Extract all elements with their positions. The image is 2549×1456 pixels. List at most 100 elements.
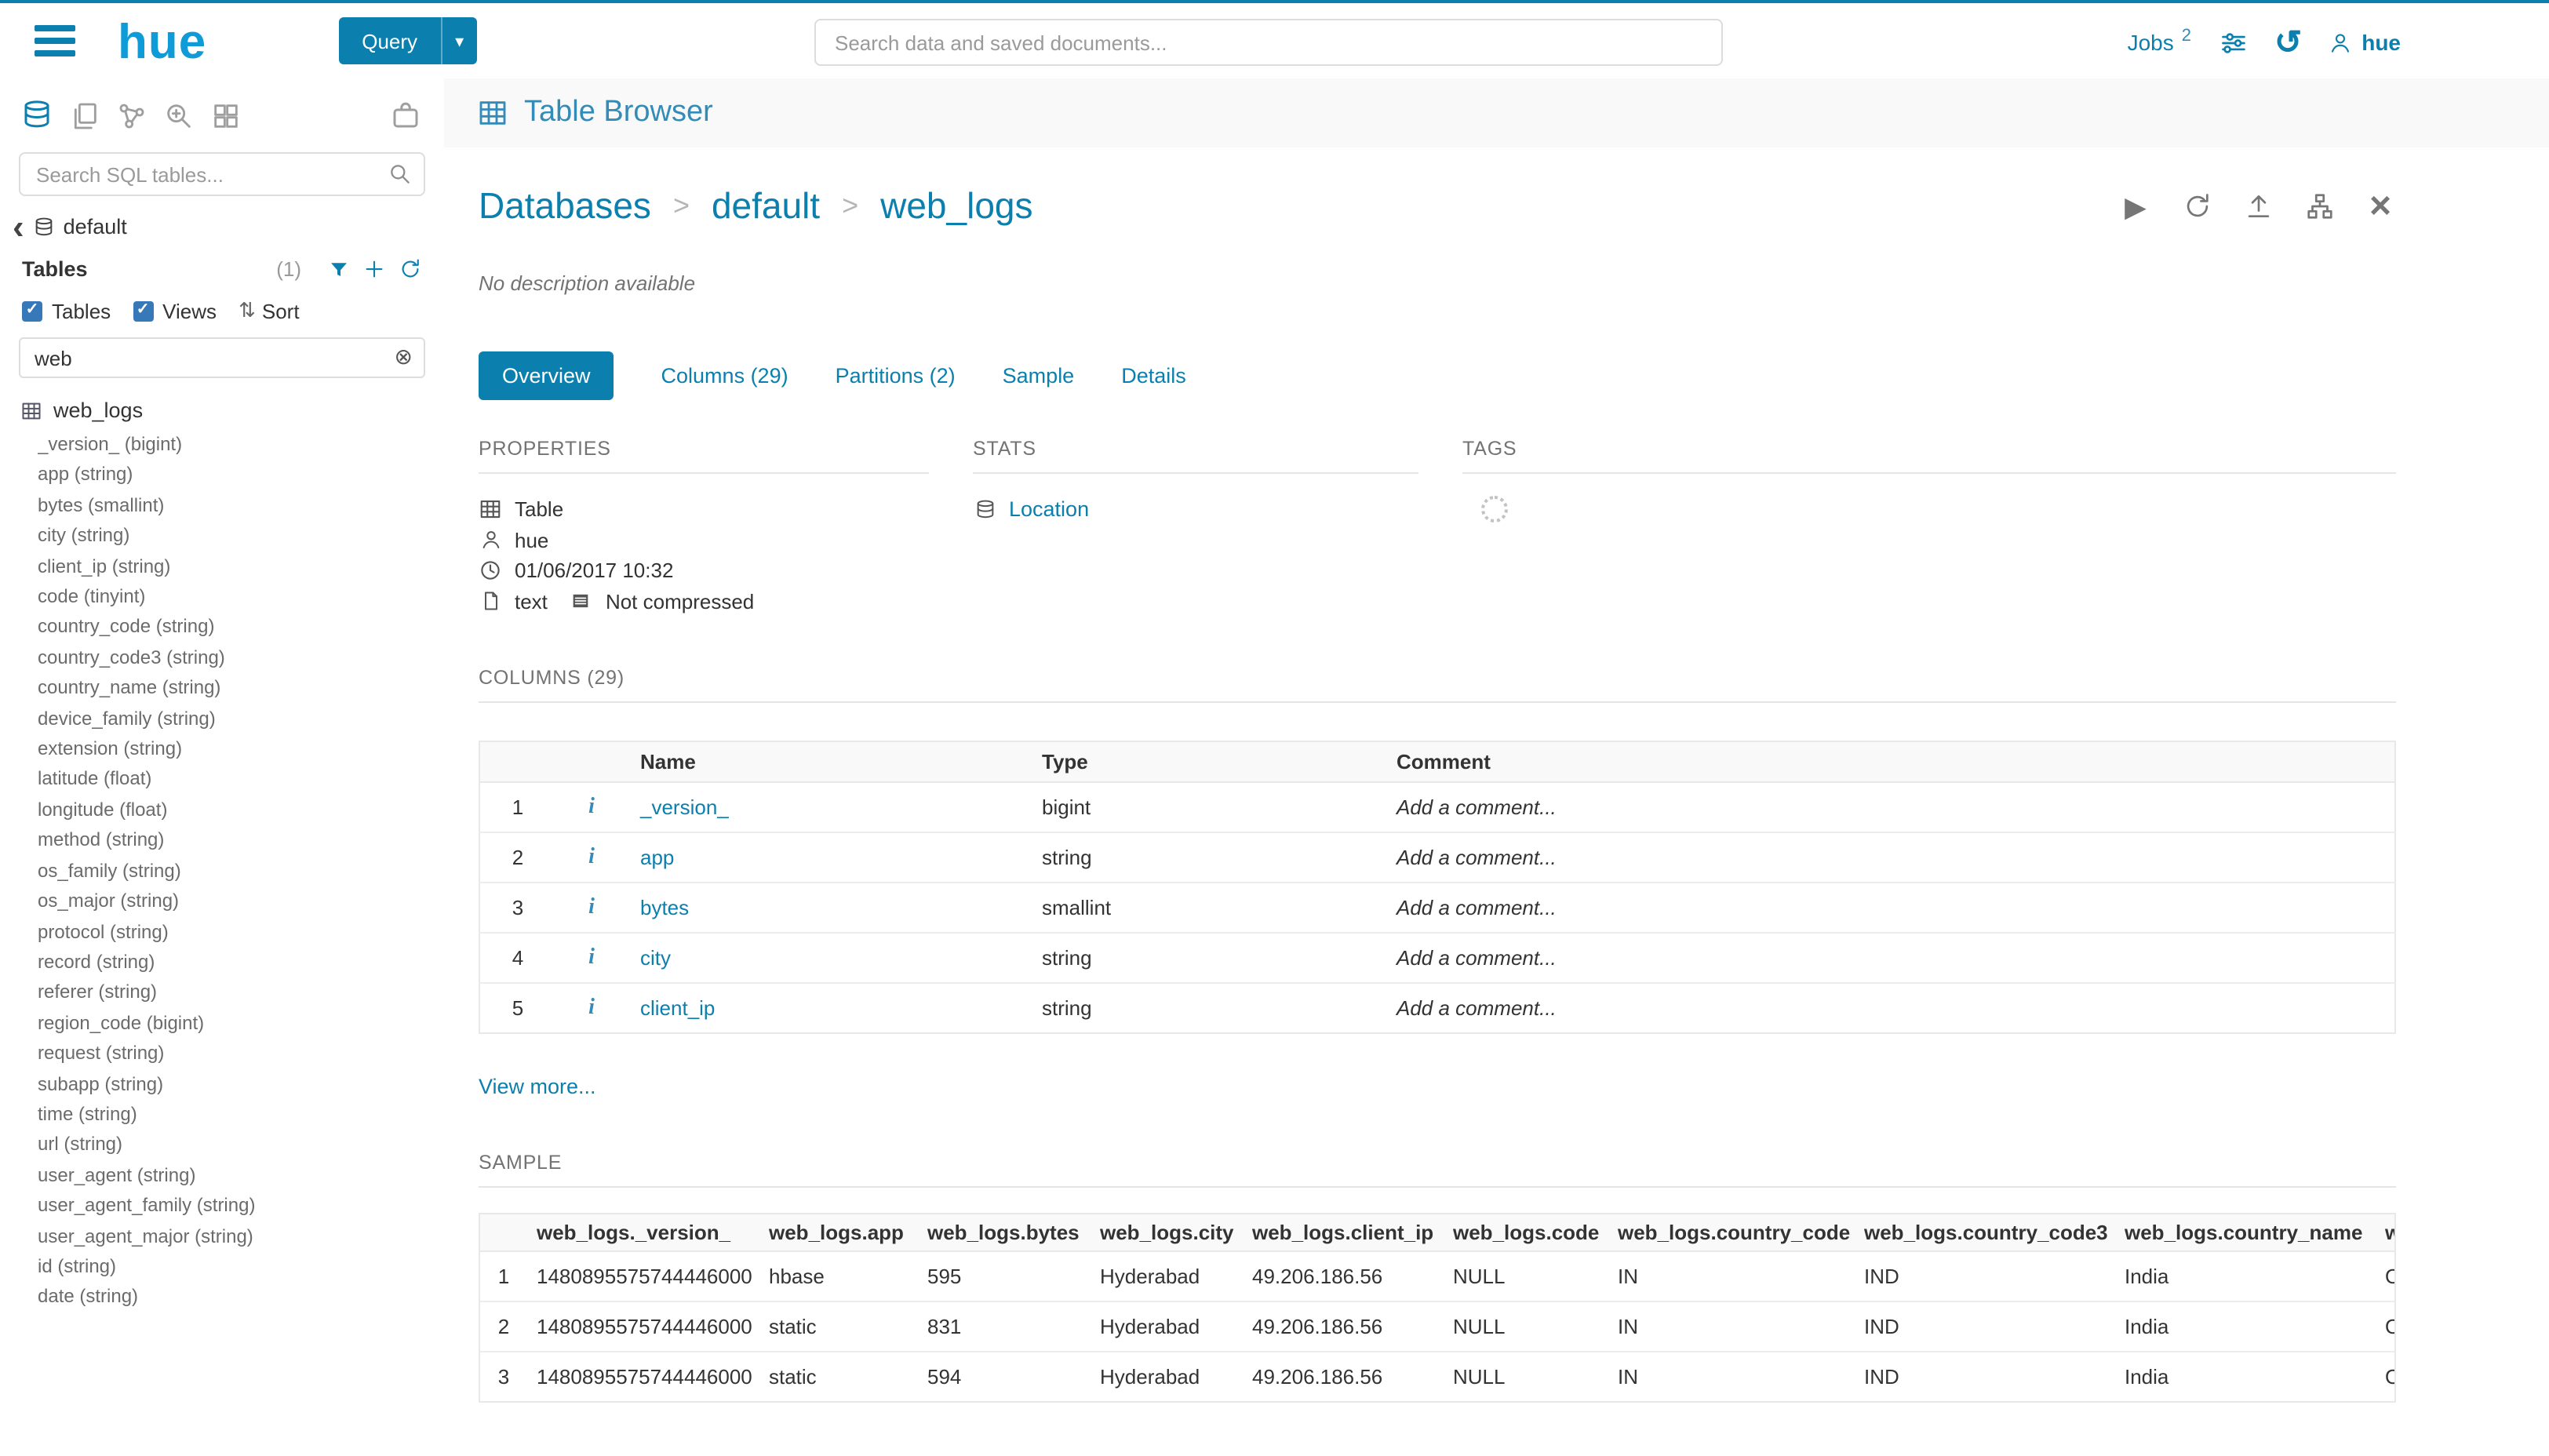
assist-column-item[interactable]: code (tinyint) — [38, 585, 146, 608]
assist-table-item[interactable]: web_logs — [0, 378, 444, 425]
sort-toggle[interactable]: ⇅ Sort — [239, 298, 300, 323]
column-comment-input[interactable]: Add a comment... — [1384, 883, 2395, 934]
menu-icon[interactable] — [31, 22, 78, 60]
close-icon[interactable]: × — [2369, 184, 2391, 227]
column-name-link[interactable]: _version_ — [640, 795, 729, 819]
tab-details[interactable]: Details — [1121, 364, 1186, 388]
location-link[interactable]: Location — [1009, 497, 1090, 521]
assist-column-item[interactable]: user_agent_family (string) — [38, 1194, 256, 1217]
sitemap-icon[interactable] — [2303, 191, 2335, 222]
assist-column-item[interactable]: id (string) — [38, 1254, 117, 1277]
column-name-link[interactable]: app — [640, 846, 675, 869]
column-comment-input[interactable]: Add a comment... — [1384, 782, 2395, 833]
assist-column-item[interactable]: date (string) — [38, 1285, 139, 1308]
query-table-icon[interactable]: ▶ — [2125, 191, 2147, 222]
assist-column-item[interactable]: request (string) — [38, 1042, 165, 1065]
assist-table-name[interactable]: web_logs — [53, 399, 144, 422]
clear-filter-icon[interactable]: ⊗ — [394, 344, 413, 369]
assist-column-item[interactable]: device_family (string) — [38, 707, 216, 730]
main-panel: Table Browser Databases > default > web_logs… — [444, 78, 2549, 1453]
tab-sample[interactable]: Sample — [1002, 364, 1075, 388]
assist-column-item[interactable]: country_code3 (string) — [38, 646, 225, 668]
assist-column-item[interactable]: referer (string) — [38, 981, 158, 1003]
jobs-link[interactable]: Jobs 2 — [2128, 27, 2191, 55]
breadcrumb-item[interactable]: default — [711, 185, 821, 226]
assist-column-item[interactable]: os_major (string) — [38, 890, 180, 912]
assist-database-name[interactable]: default — [63, 215, 127, 238]
assist-column-item[interactable]: country_name (string) — [38, 676, 221, 699]
assist-column-item[interactable]: method (string) — [38, 828, 165, 851]
refresh-icon[interactable] — [399, 257, 422, 281]
info-icon[interactable]: i — [588, 946, 595, 970]
breadcrumb-item[interactable]: web_logs — [880, 185, 1033, 226]
column-comment-input[interactable]: Add a comment... — [1384, 832, 2395, 883]
breadcrumb-item[interactable]: Databases — [479, 185, 651, 226]
global-search-input[interactable] — [814, 19, 1723, 66]
assist-column-item[interactable]: client_ip (string) — [38, 555, 171, 577]
assist-column-item[interactable]: region_code (bigint) — [38, 1011, 205, 1034]
assist-database-crumb[interactable]: ‹ default — [0, 196, 444, 246]
checkbox-checked-icon[interactable]: ✓ — [22, 300, 42, 321]
assist-column-item[interactable]: extension (string) — [38, 737, 183, 760]
assist-column-item[interactable]: latitude (float) — [38, 767, 152, 790]
briefcase-icon[interactable] — [389, 99, 422, 132]
assist-table-filter-input[interactable] — [19, 337, 425, 378]
assist-column-item[interactable]: user_agent_major (string) — [38, 1225, 253, 1247]
sample-cell: 1480895575744446000 — [527, 1301, 759, 1352]
column-name-link[interactable]: client_ip — [640, 996, 716, 1020]
tab-partitions-2[interactable]: Partitions (2) — [835, 364, 956, 388]
add-table-icon[interactable] — [362, 257, 386, 281]
databases-icon[interactable] — [20, 99, 53, 132]
assist-column-item[interactable]: longitude (float) — [38, 798, 168, 821]
assist-column-item[interactable]: user_agent (string) — [38, 1163, 196, 1186]
refresh-icon[interactable] — [2181, 191, 2212, 222]
sample-column-header: web_logs.country_name — [2115, 1214, 2376, 1252]
documents-icon[interactable] — [67, 99, 100, 132]
column-comment-input[interactable]: Add a comment... — [1384, 933, 2395, 984]
hue-logo[interactable]: hue — [118, 13, 207, 68]
user-menu[interactable]: hue — [2329, 30, 2401, 55]
assist-column-item[interactable]: city (string) — [38, 524, 130, 547]
view-more-link[interactable]: View more... — [479, 1075, 596, 1098]
info-icon[interactable]: i — [588, 996, 595, 1020]
filter-funnel-icon[interactable] — [328, 258, 350, 280]
settings-sliders-icon[interactable] — [2218, 27, 2248, 57]
assist-column-item[interactable]: _version_ (bigint) — [38, 433, 183, 455]
column-name-link[interactable]: bytes — [640, 896, 690, 919]
query-button[interactable]: Query ▾ — [338, 17, 477, 64]
assist-column-item[interactable]: url (string) — [38, 1133, 123, 1156]
assist-search-input[interactable] — [19, 152, 425, 196]
query-dropdown-caret-icon[interactable]: ▾ — [441, 17, 476, 64]
assist-column-item[interactable]: protocol (string) — [38, 920, 169, 942]
sample-corner-cell — [480, 1214, 527, 1252]
row-number: 1 — [480, 1251, 527, 1302]
column-name-link[interactable]: city — [640, 946, 671, 970]
search-icon[interactable] — [388, 162, 413, 187]
checkbox-checked-icon[interactable]: ✓ — [133, 300, 154, 321]
info-icon[interactable]: i — [588, 846, 595, 869]
sample-cell: India — [2115, 1301, 2376, 1352]
assist-column-item[interactable]: country_code (string) — [38, 615, 215, 638]
assist-column-item[interactable]: app (string) — [38, 463, 133, 486]
hdfs-icon[interactable] — [115, 99, 147, 132]
apps-icon[interactable] — [209, 99, 242, 132]
assist-column-item[interactable]: bytes (smallint) — [38, 493, 165, 516]
tab-columns-29[interactable]: Columns (29) — [661, 364, 788, 388]
filter-tables-checkbox[interactable]: ✓ Tables — [22, 299, 111, 322]
filter-views-checkbox[interactable]: ✓ Views — [133, 299, 217, 322]
upload-icon[interactable] — [2242, 191, 2274, 222]
search-plus-icon[interactable] — [162, 99, 195, 132]
assist-column-item[interactable]: time (string) — [38, 1102, 137, 1125]
column-comment-input[interactable]: Add a comment... — [1396, 996, 1557, 1020]
sample-table-row: 2 1480895575744446000 static 831 Hyderabad 49… — [480, 1301, 2394, 1352]
assist-column-item[interactable]: subapp (string) — [38, 1072, 164, 1095]
tab-overview[interactable]: Overview — [479, 351, 614, 400]
row-number: 1 — [479, 782, 555, 833]
assist-column-item[interactable]: record (string) — [38, 950, 155, 973]
info-icon[interactable]: i — [588, 896, 595, 919]
chevron-left-icon[interactable]: ‹ — [13, 206, 24, 246]
info-icon[interactable]: i — [588, 795, 595, 819]
file-format-icon — [479, 590, 502, 613]
assist-column-item[interactable]: os_family (string) — [38, 859, 181, 882]
history-icon[interactable]: ↺ — [2274, 24, 2303, 60]
